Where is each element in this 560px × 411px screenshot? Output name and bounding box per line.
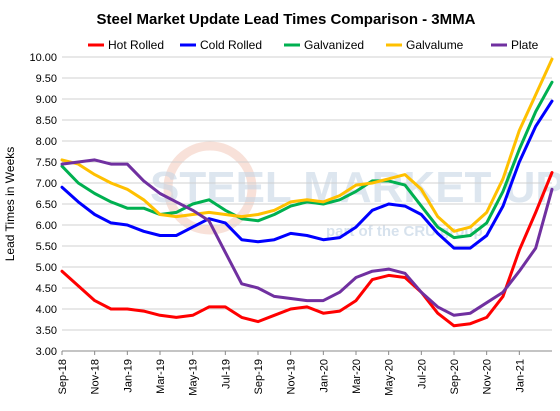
y-tick-label: 3.50 <box>36 325 57 337</box>
x-tick-label: Jan-19 <box>122 359 134 393</box>
y-tick-label: 7.50 <box>36 157 57 169</box>
series-line-galvanized <box>60 80 554 240</box>
watermark-subtext: part of the CRU group <box>326 223 483 240</box>
x-tick-label: Mar-19 <box>155 359 167 394</box>
y-tick-label: 3.00 <box>36 346 57 358</box>
y-tick-label: 5.50 <box>36 241 57 253</box>
x-tick-label: Mar-20 <box>351 359 363 394</box>
y-tick-label: 7.00 <box>36 178 57 190</box>
y-axis-ticks: 3.00 3.50 4.00 4.50 5.00 5.50 6.00 6.50 7.00 7.50… <box>29 52 57 358</box>
y-tick-label: 5.00 <box>36 262 57 274</box>
series-line-plate <box>60 158 554 317</box>
y-tick-label: 8.50 <box>36 115 57 127</box>
x-tick-label: Sep-20 <box>449 359 461 394</box>
legend-label: Galvalume <box>406 38 464 52</box>
y-tick-label: 8.00 <box>36 136 57 148</box>
y-tick-label: 9.00 <box>36 94 57 106</box>
gridlines <box>62 56 552 352</box>
legend-label: Hot Rolled <box>108 38 164 52</box>
legend-label: Cold Rolled <box>200 38 262 52</box>
y-tick-label: 4.50 <box>36 283 57 295</box>
y-tick-label: 6.00 <box>36 220 57 232</box>
x-tick-label: Jan-21 <box>514 359 526 393</box>
watermark-logo <box>163 141 257 235</box>
y-tick-label: 9.50 <box>36 73 57 85</box>
x-tick-label: May-20 <box>384 359 396 396</box>
y-tick-label: 4.00 <box>36 304 57 316</box>
x-tick-label: Sep-19 <box>253 359 265 394</box>
y-axis-label: Lead Times in Weeks <box>3 147 17 262</box>
x-tick-label: May-19 <box>188 359 200 396</box>
y-tick-label: 6.50 <box>36 199 57 211</box>
series-line-cold-rolled <box>60 99 554 250</box>
x-tick-label: Jul-19 <box>220 359 232 389</box>
series-lines <box>60 57 554 328</box>
chart-title: Steel Market Update Lead Times Compariso… <box>97 11 476 28</box>
x-tick-label: Nov-19 <box>286 359 298 394</box>
x-axis-ticks: Sep-18 Nov-18 Jan-19 Mar-19 May-19 Jul-19 Sep-… <box>57 351 526 396</box>
x-tick-label: Jan-20 <box>318 359 330 393</box>
legend-label: Plate <box>511 38 539 52</box>
series-line-hot-rolled <box>60 171 554 328</box>
series-line-galvalume <box>60 57 554 233</box>
x-tick-label: Jul-20 <box>416 359 428 389</box>
x-tick-label: Nov-18 <box>90 359 102 394</box>
legend-label: Galvanized <box>304 38 364 52</box>
legend: Hot Rolled Cold Rolled Galvanized Galvalume… <box>88 38 539 52</box>
y-tick-label: 10.00 <box>29 52 57 64</box>
x-tick-label: Sep-18 <box>57 359 69 394</box>
x-tick-label: Nov-20 <box>482 359 494 394</box>
